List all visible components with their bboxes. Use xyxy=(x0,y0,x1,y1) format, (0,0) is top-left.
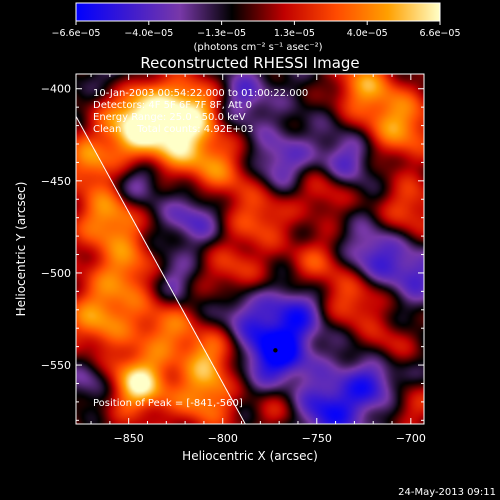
plot-area xyxy=(76,74,424,424)
colorbar-tick-label: 6.6e−05 xyxy=(419,28,460,39)
colorbar-unit-label: (photons cm⁻² s⁻¹ asec⁻²) xyxy=(193,42,322,53)
colorbar-tick-label: −4.0e−05 xyxy=(124,28,173,39)
plot-frame xyxy=(75,73,425,425)
peak-position-label: Position of Peak = [-841,-560] xyxy=(93,398,243,409)
chart-title: Reconstructed RHESSI Image xyxy=(140,54,359,72)
x-tick-label: −700 xyxy=(396,432,426,445)
minimum-marker xyxy=(273,348,278,353)
y-tick-label: −500 xyxy=(41,267,71,280)
info-line-energy: Energy Range: 25.0 - 50.0 keV xyxy=(93,112,246,123)
colorbar-tick-label: −6.6e−05 xyxy=(52,28,101,39)
limb-line xyxy=(76,116,246,424)
y-tick-label: −450 xyxy=(41,175,71,188)
y-tick-label: −550 xyxy=(41,359,71,372)
x-axis-ticks: −850 −800 −750 −700 xyxy=(90,74,426,445)
x-axis-label: Heliocentric X (arcsec) xyxy=(182,449,318,463)
colorbar-ticks: −6.6e−05 −4.0e−05 −1.3e−05 1.3e−05 4.0e−05 6.… xyxy=(52,21,461,39)
colorbar-tick-label: −1.3e−05 xyxy=(197,28,246,39)
heatmap-image xyxy=(76,74,424,424)
colorbar-tick-label: 4.0e−05 xyxy=(347,28,388,39)
x-tick-label: −850 xyxy=(114,432,144,445)
y-axis-label: Heliocentric Y (arcsec) xyxy=(14,182,28,317)
info-line-clean: Clean Total counts: 4.92E+03 xyxy=(93,124,253,135)
info-line-detectors: Detectors: 4F 5F 6F 7F 8F, Att 0 xyxy=(93,100,252,111)
info-line-time: 10-Jan-2003 00:54:22.000 to 01:00:22.000 xyxy=(93,88,308,99)
colorbar xyxy=(75,2,441,22)
footer-timestamp: 24-May-2013 09:11 xyxy=(398,487,496,498)
x-tick-label: −800 xyxy=(208,432,238,445)
y-axis-ticks: −400 −450 −500 −550 xyxy=(41,83,424,421)
colorbar-tick-label: 1.3e−05 xyxy=(274,28,315,39)
x-tick-label: −750 xyxy=(302,432,332,445)
y-tick-label: −400 xyxy=(41,83,71,96)
